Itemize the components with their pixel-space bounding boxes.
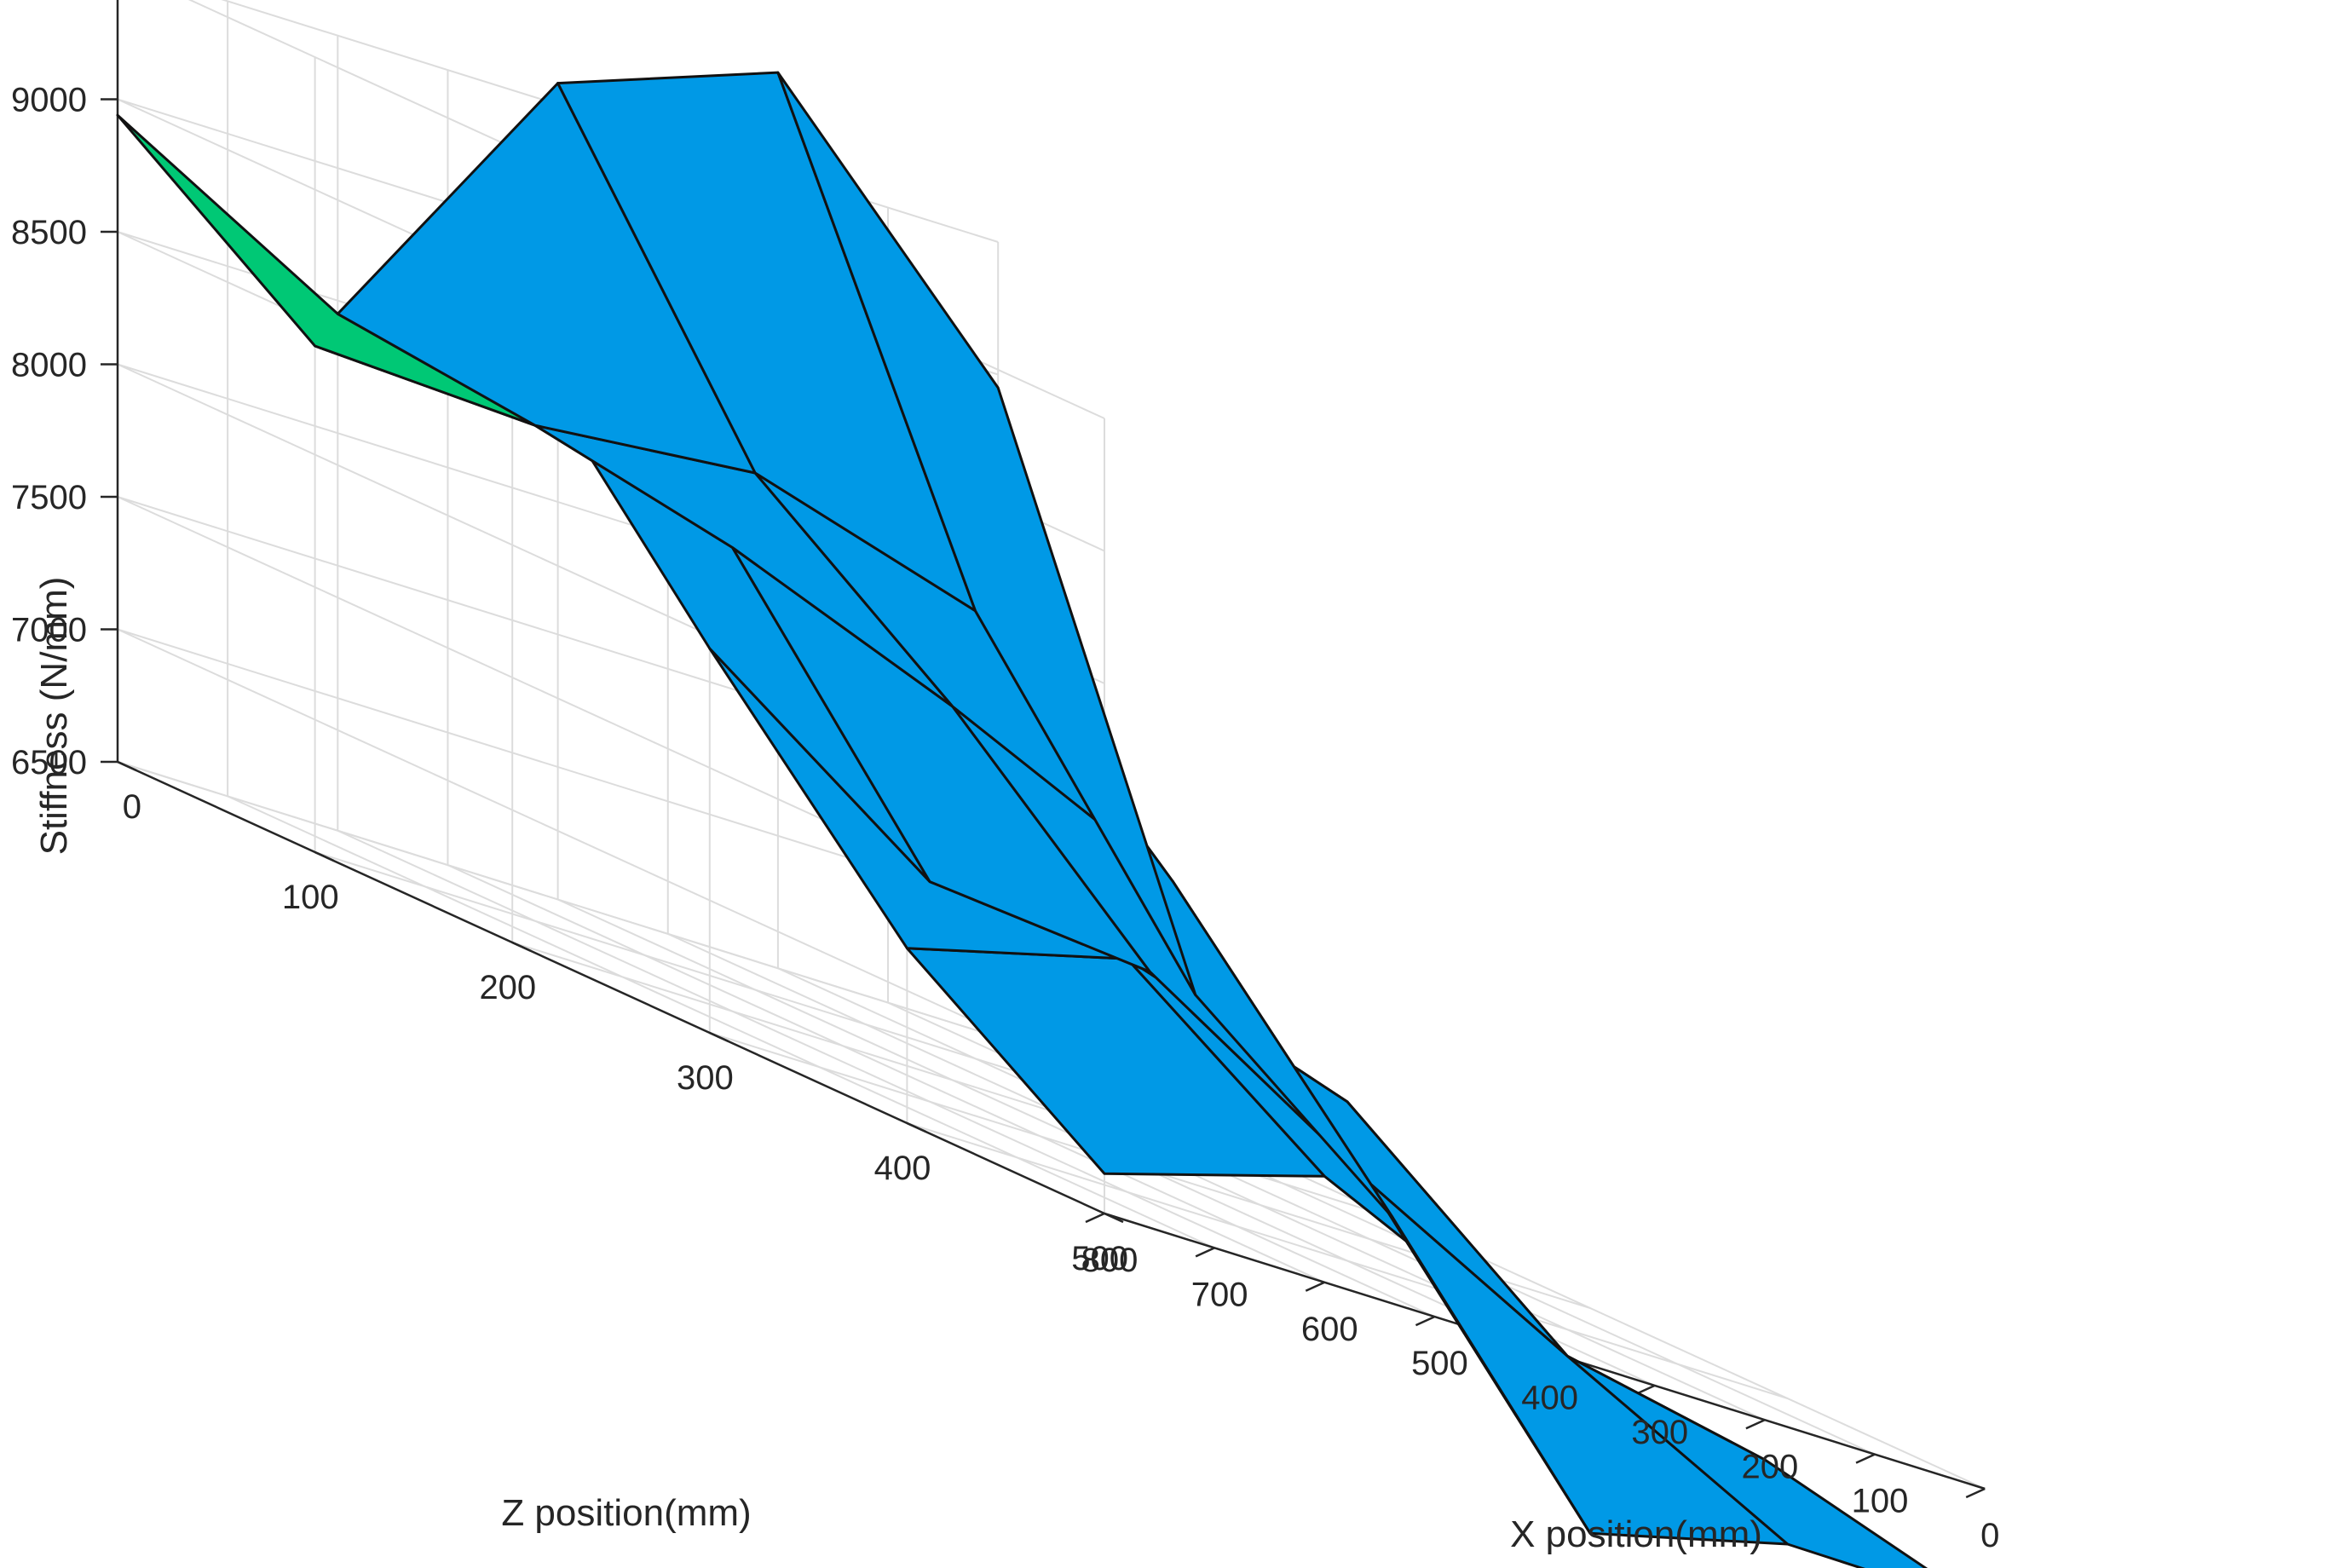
x-tick-mark: [1745, 1419, 1766, 1430]
grid-line: [117, 761, 999, 1038]
x-tick-label: 700: [1191, 1276, 1248, 1313]
z-tick-label: 200: [479, 969, 536, 1006]
stiffness-tick-label: 7500: [11, 479, 87, 516]
x-tick-mark: [1195, 1247, 1215, 1258]
z-axis-label: Z position(mm): [501, 1492, 751, 1534]
z-tick-mark: [1104, 1212, 1124, 1224]
z-tick-mark: [511, 941, 532, 953]
z-tick-label: 400: [874, 1150, 931, 1187]
stiffness-tick-label: 7000: [11, 612, 87, 649]
x-tick-mark: [1415, 1315, 1435, 1327]
grid-line: [557, 898, 1546, 1352]
labels-layer: 6500700075008000850090009500010020030040…: [11, 82, 1999, 1555]
x-tick-mark: [1965, 1487, 1986, 1499]
grid-line: [777, 967, 1766, 1421]
x-tick-label: 400: [1521, 1380, 1578, 1417]
x-tick-label: 200: [1742, 1448, 1799, 1485]
surface-patch: [776, 71, 1197, 996]
z-tick-mark: [314, 850, 335, 862]
x-tick-mark: [1305, 1281, 1325, 1292]
grid-line: [447, 864, 1435, 1318]
z-tick-mark: [117, 760, 137, 772]
z-axis-line: [117, 760, 1105, 1215]
x-tick-label: 100: [1852, 1483, 1909, 1520]
stiffness-tick-label: 6500: [11, 744, 87, 781]
x-tick-mark: [1855, 1453, 1876, 1464]
z-tick-mark: [906, 1121, 926, 1133]
z-tick-label: 500: [1071, 1240, 1128, 1277]
z-tick-label: 0: [123, 788, 141, 826]
x-tick-label: 300: [1631, 1414, 1688, 1451]
grid-line: [227, 795, 1215, 1249]
surface-layer: [116, 71, 1928, 1568]
x-tick-label: 500: [1411, 1345, 1468, 1382]
stiffness-tick-label: 8000: [11, 347, 87, 384]
x-tick-mark: [1085, 1212, 1105, 1224]
x-axis-label: X position(mm): [1510, 1513, 1762, 1555]
z-tick-label: 100: [282, 879, 339, 916]
z-tick-mark: [709, 1031, 729, 1043]
z-tick-label: 300: [677, 1059, 734, 1097]
grid-line: [117, 628, 1105, 1082]
stiffness-axis-label: Stiffness (N/mm): [33, 577, 75, 856]
stiffness-tick-label: 9000: [11, 82, 87, 119]
grid-line: [337, 829, 1325, 1283]
x-tick-label: 0: [1980, 1517, 1999, 1554]
grid-line: [907, 1122, 1788, 1399]
x-tick-label: 800: [1081, 1242, 1139, 1279]
x-tick-label: 600: [1301, 1311, 1358, 1348]
stiffness-tick-label: 8500: [11, 214, 87, 251]
